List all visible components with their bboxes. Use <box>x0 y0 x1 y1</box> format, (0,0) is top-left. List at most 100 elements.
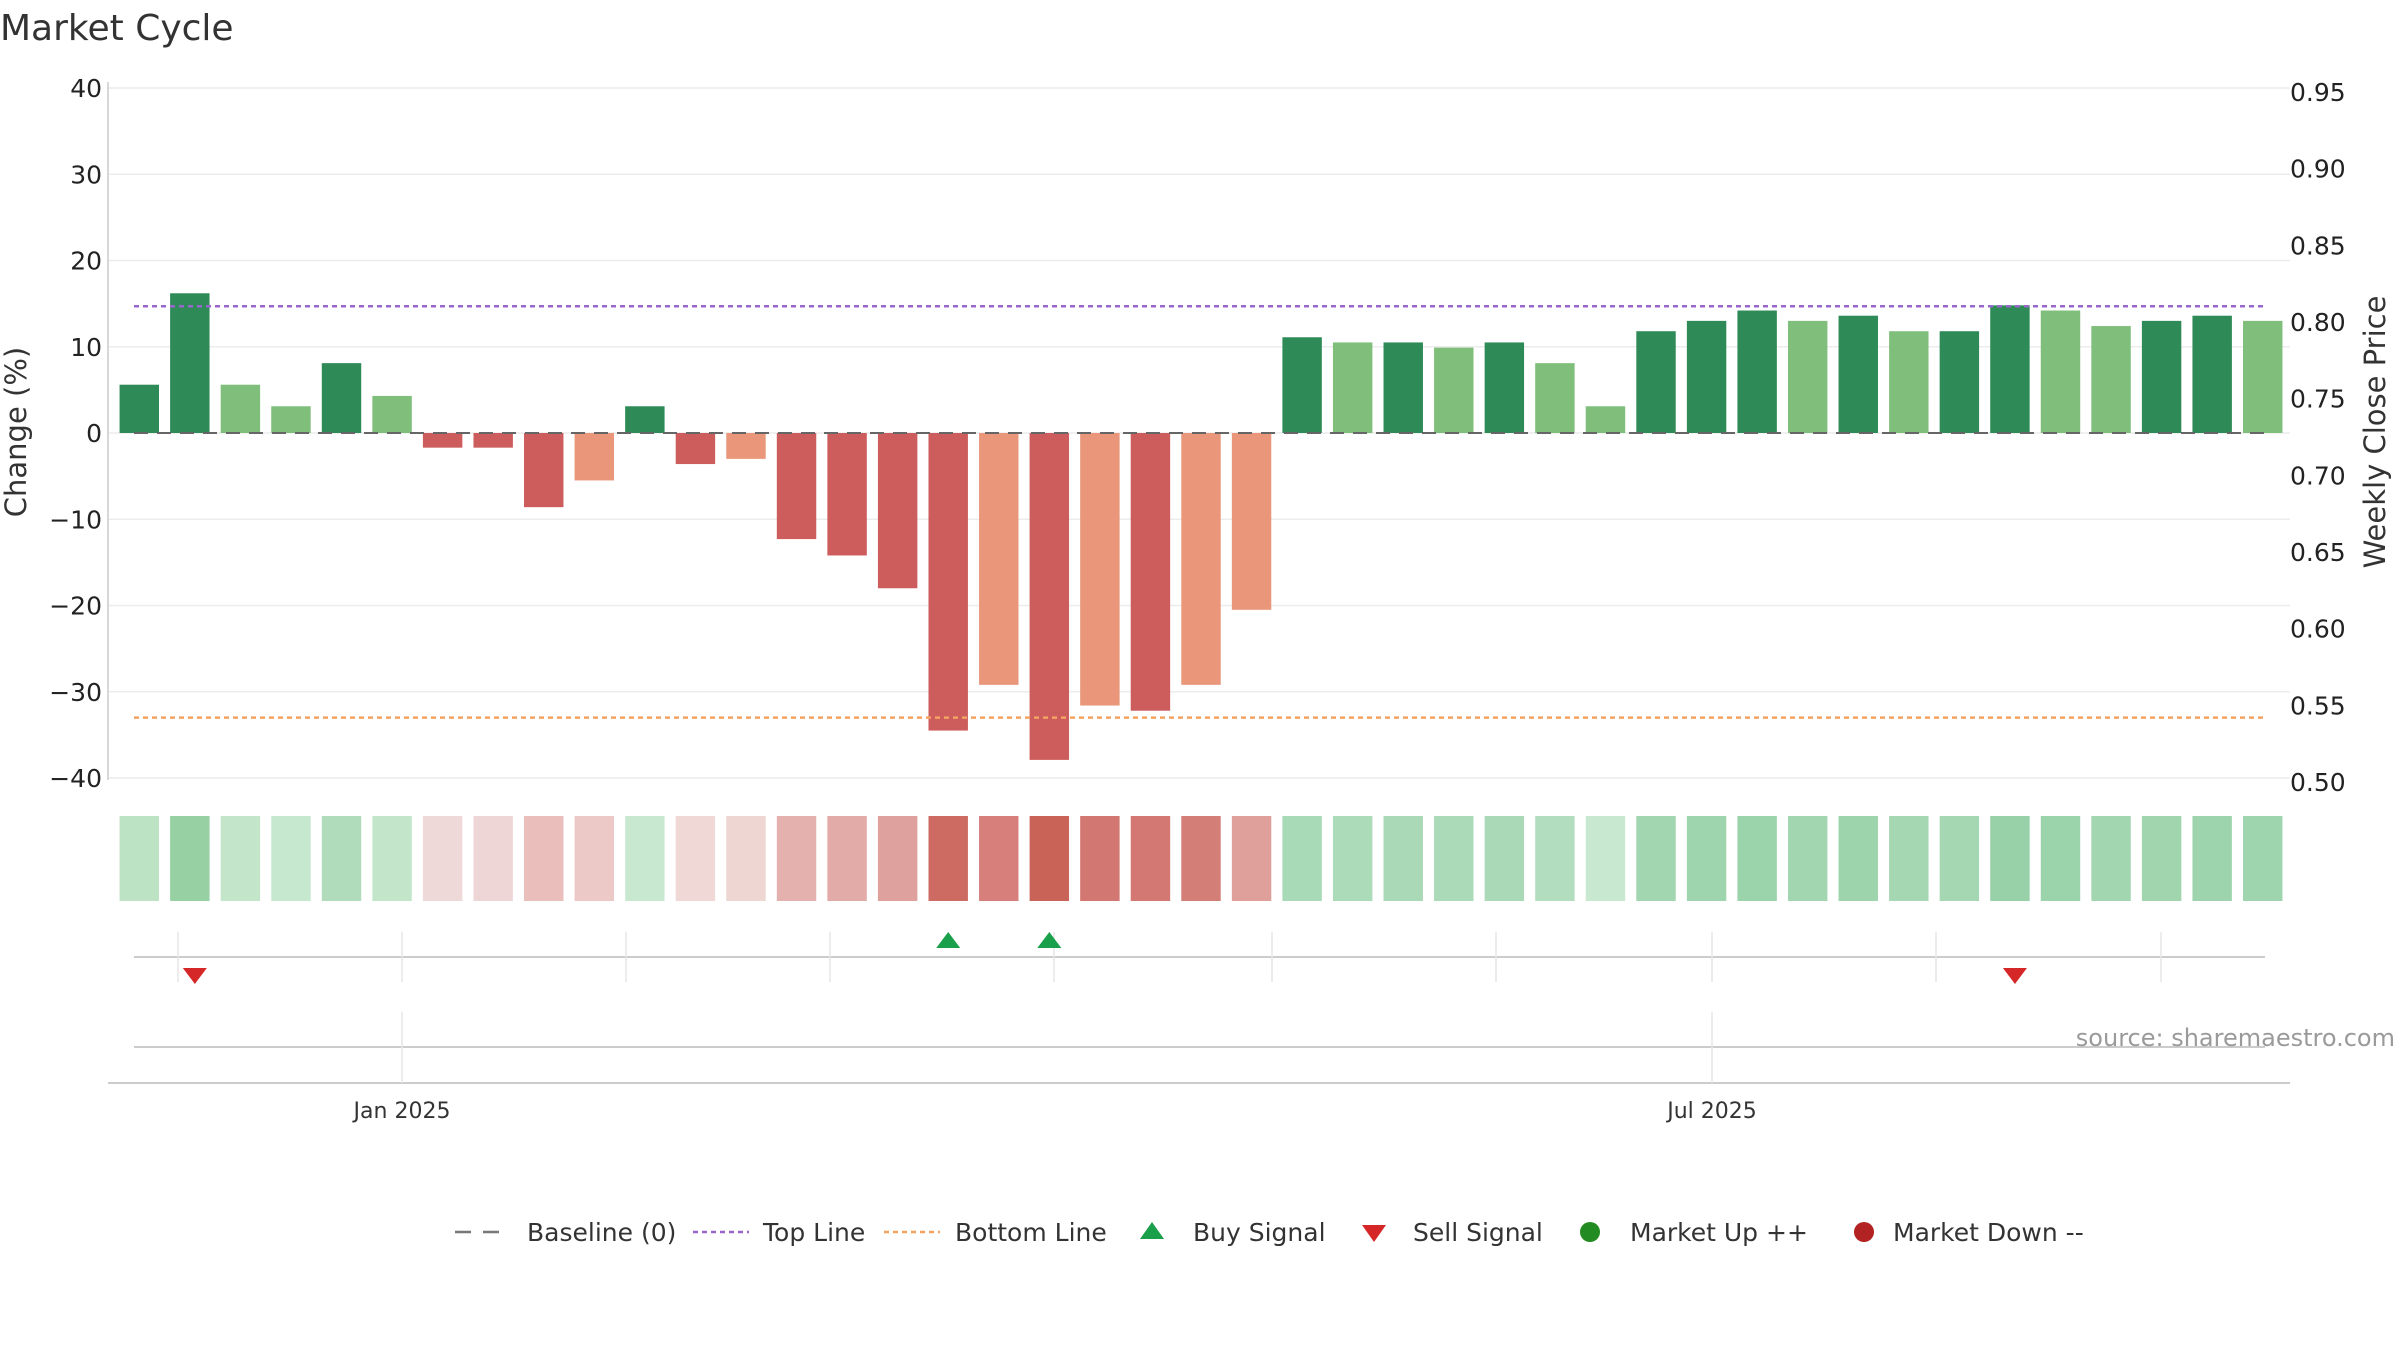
bar <box>1383 342 1423 433</box>
bar <box>1990 305 2030 433</box>
heat-cell <box>928 816 968 901</box>
heat-cell <box>2040 816 2081 901</box>
heat-cell <box>1332 816 1373 901</box>
y2-tick-label: 0.50 <box>2290 768 2346 797</box>
bar <box>1434 347 1474 433</box>
bar <box>524 433 564 508</box>
heat-cell <box>321 816 362 901</box>
bar <box>1939 331 1980 433</box>
legend-label: Bottom Line <box>955 1218 1107 1247</box>
bar <box>1029 433 1070 760</box>
bar <box>726 433 766 459</box>
heat-cell <box>1838 816 1878 901</box>
bar <box>675 433 716 465</box>
heat-cell <box>1029 816 1070 901</box>
legend-item: Baseline (0) <box>455 1218 676 1247</box>
y-tick-label: −10 <box>49 505 102 534</box>
legend-item: Top Line <box>693 1218 865 1247</box>
y-tick-label: −30 <box>49 678 102 707</box>
dot-icon <box>1854 1222 1874 1242</box>
heat-cell <box>877 816 918 901</box>
bar <box>119 384 159 433</box>
heat-cell <box>524 816 564 901</box>
heat-cell <box>1484 816 1525 901</box>
bar <box>625 406 665 433</box>
bar <box>170 293 210 433</box>
bar <box>1535 363 1575 433</box>
heat-cell <box>2243 816 2283 901</box>
heat-cell <box>473 816 513 901</box>
bar <box>473 433 513 448</box>
bar <box>220 384 261 433</box>
bar <box>1585 406 1626 433</box>
legend-item: Buy Signal <box>1140 1218 1326 1247</box>
heat-cell <box>2141 816 2182 901</box>
bar <box>2091 326 2131 433</box>
bar <box>1686 320 1727 433</box>
bar <box>1332 342 1373 433</box>
heat-cell <box>726 816 766 901</box>
y-tick-label: 30 <box>70 160 102 189</box>
y-tick-label: 40 <box>70 74 102 103</box>
y2-tick-label: 0.80 <box>2290 308 2346 337</box>
legend-item: Sell Signal <box>1362 1218 1543 1247</box>
buy-signal-marker <box>1037 932 1062 948</box>
heat-cell <box>1787 816 1828 901</box>
bar <box>928 433 968 731</box>
heat-cell <box>827 816 867 901</box>
bar <box>1484 342 1525 433</box>
bar <box>1889 331 1929 433</box>
heat-cell <box>1181 816 1221 901</box>
chart-title: Market Cycle <box>0 8 234 49</box>
heat-cell <box>1636 816 1676 901</box>
y-tick-label: 0 <box>86 419 102 448</box>
heat-cell <box>1130 816 1171 901</box>
bar <box>321 363 362 433</box>
y2-tick-label: 0.65 <box>2290 538 2346 567</box>
x-tick-label-jul: Jul 2025 <box>1665 1099 1757 1124</box>
bar <box>877 433 918 589</box>
y-axis-title: Change (%) <box>0 347 33 517</box>
heat-cell <box>1585 816 1626 901</box>
bar <box>2243 320 2283 433</box>
heat-cell <box>1990 816 2030 901</box>
bar <box>2141 320 2182 433</box>
y2-tick-label: 0.90 <box>2290 155 2346 184</box>
lower-panel <box>108 1012 2290 1084</box>
y2-axis-title: Weekly Close Price <box>2358 296 2392 569</box>
heat-cell <box>1282 816 1322 901</box>
heat-cell <box>776 816 817 901</box>
heat-cell <box>1383 816 1423 901</box>
x-tick-label-jan: Jan 2025 <box>352 1099 451 1124</box>
legend-label: Market Down -- <box>1893 1218 2084 1247</box>
triangle-up-icon <box>1140 1222 1164 1239</box>
bar <box>776 433 817 540</box>
legend-label: Sell Signal <box>1413 1218 1543 1247</box>
bar <box>1838 315 1878 433</box>
y2-ticks: 0.95 0.90 0.85 0.80 0.75 0.70 0.65 0.60 0.55 0.50 <box>2290 78 2346 797</box>
reference-lines <box>134 304 2265 719</box>
bar <box>372 395 412 433</box>
y-ticks: 40 30 20 10 0 −10 −20 −30 −40 <box>49 74 102 793</box>
heat-cell <box>1434 816 1474 901</box>
heat-cell <box>1231 816 1272 901</box>
buy-signal-marker <box>936 932 961 948</box>
y2-tick-label: 0.95 <box>2290 78 2346 107</box>
heat-cell <box>422 816 463 901</box>
signal-panel <box>134 932 2265 984</box>
heat-cell <box>271 816 311 901</box>
bar <box>1080 433 1120 706</box>
bar <box>1636 331 1676 433</box>
signal-markers <box>182 932 2027 984</box>
bar <box>979 433 1019 685</box>
bars <box>119 293 2283 760</box>
bar <box>422 433 463 448</box>
y-tick-label: −40 <box>49 764 102 793</box>
legend-label: Buy Signal <box>1193 1218 1326 1247</box>
heat-cell <box>2192 816 2232 901</box>
y2-tick-label: 0.85 <box>2290 231 2346 260</box>
legend-label: Market Up ++ <box>1630 1218 1808 1247</box>
bar <box>827 433 867 556</box>
heat-cell <box>574 816 615 901</box>
y2-tick-label: 0.60 <box>2290 615 2346 644</box>
